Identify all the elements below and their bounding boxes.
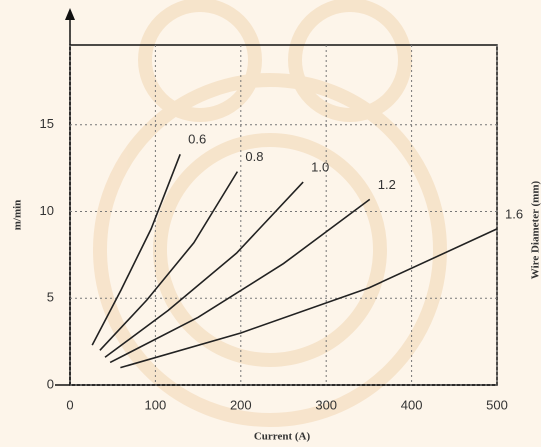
y-axis-arrow xyxy=(65,8,75,20)
x-tick-label: 400 xyxy=(401,397,423,412)
annotation: Wire Diameter (mm) xyxy=(530,180,541,279)
watermark xyxy=(100,5,440,420)
series-label: 1.6 xyxy=(505,206,523,221)
series-label: 0.8 xyxy=(245,149,263,164)
y-tick-label: 0 xyxy=(47,376,54,391)
y-axis-label: m/min xyxy=(12,200,24,231)
x-tick-label: 100 xyxy=(145,397,167,412)
series-label: 1.2 xyxy=(378,177,396,192)
y-tick-label: 10 xyxy=(40,203,54,218)
x-tick-label: 0 xyxy=(66,397,73,412)
y-tick-label: 5 xyxy=(47,290,54,305)
x-axis-label: Current (A) xyxy=(254,431,311,443)
x-tick-label: 200 xyxy=(230,397,252,412)
x-tick-label: 300 xyxy=(315,397,337,412)
chart: Current (A) m/min Wire Diameter (mm) 0 10… xyxy=(0,0,541,447)
y-tick-label: 15 xyxy=(40,116,54,131)
x-tick-label: 500 xyxy=(486,397,508,412)
series-label: 0.6 xyxy=(188,132,206,147)
series-label: 1.0 xyxy=(311,159,329,174)
